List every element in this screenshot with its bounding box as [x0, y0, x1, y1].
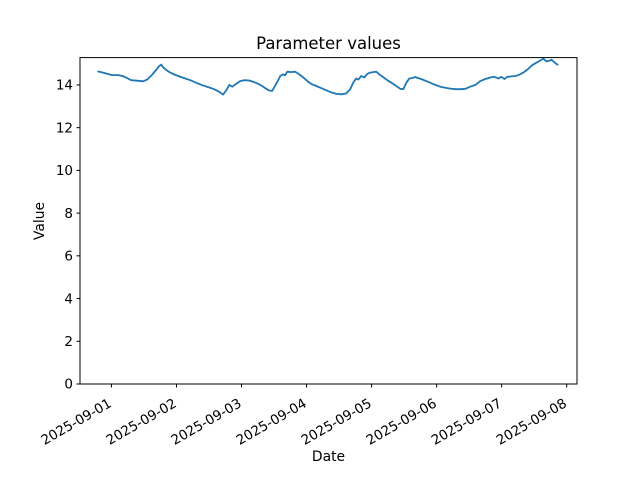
x-tick-label: 2025-09-03: [169, 396, 245, 449]
y-tick-label: 8: [64, 206, 73, 222]
y-tick-label: 2: [64, 334, 73, 350]
x-axis-label: Date: [312, 449, 345, 465]
y-tick-label: 14: [56, 78, 73, 94]
y-tick-label: 0: [64, 377, 73, 393]
y-tick-label: 4: [64, 291, 73, 307]
y-tick-label: 6: [64, 249, 73, 265]
y-tick-label: 12: [56, 120, 73, 136]
chart-title: Parameter values: [256, 34, 401, 53]
x-axis-ticks: 2025-09-012025-09-022025-09-032025-09-04…: [38, 384, 570, 449]
y-axis-label: Value: [32, 202, 48, 240]
plot-area: [80, 57, 577, 384]
axes-spines: [79, 57, 578, 385]
x-tick-label: 2025-09-08: [494, 396, 570, 449]
x-tick-label: 2025-09-06: [364, 396, 440, 449]
y-axis-ticks: 0 2 4 6 8 10 12 14: [56, 78, 80, 393]
x-tick-label: 2025-09-02: [104, 396, 180, 449]
x-tick-label: 2025-09-01: [38, 396, 114, 449]
x-tick-label: 2025-09-04: [234, 396, 310, 449]
y-tick-label: 10: [56, 163, 73, 179]
x-tick-label: 2025-09-07: [429, 396, 505, 449]
x-tick-label: 2025-09-05: [299, 396, 375, 449]
data-line: [97, 57, 559, 96]
